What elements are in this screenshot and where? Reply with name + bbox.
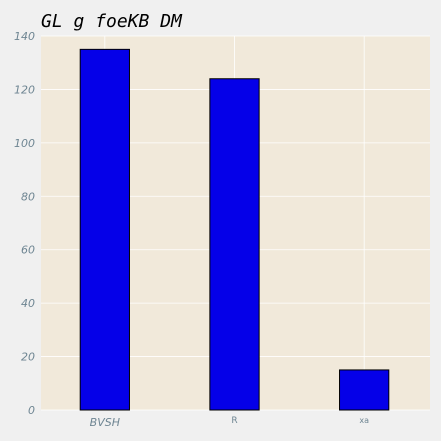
- y-axis-ticks: 0 20 40 60 80 100 120 140: [14, 30, 35, 417]
- y-tick-label: 20: [21, 351, 35, 364]
- y-tick-label: 40: [21, 297, 35, 310]
- chart-title: GL g foeKB DM: [41, 11, 183, 32]
- bar-bvsh: [79, 48, 130, 411]
- x-tick-label: xa: [359, 416, 369, 425]
- bar-r: [209, 78, 260, 411]
- y-tick-label: 80: [21, 190, 35, 203]
- y-tick-label: 120: [14, 83, 35, 96]
- bar-xa: [339, 369, 390, 411]
- y-tick-label: 140: [14, 30, 35, 43]
- y-tick-label: 100: [14, 137, 35, 150]
- y-tick-label: 60: [21, 244, 35, 257]
- x-tick-label: BVSH: [90, 416, 120, 429]
- y-tick-label: 0: [28, 404, 35, 417]
- x-tick-label: R: [231, 416, 237, 426]
- bars: [79, 48, 390, 411]
